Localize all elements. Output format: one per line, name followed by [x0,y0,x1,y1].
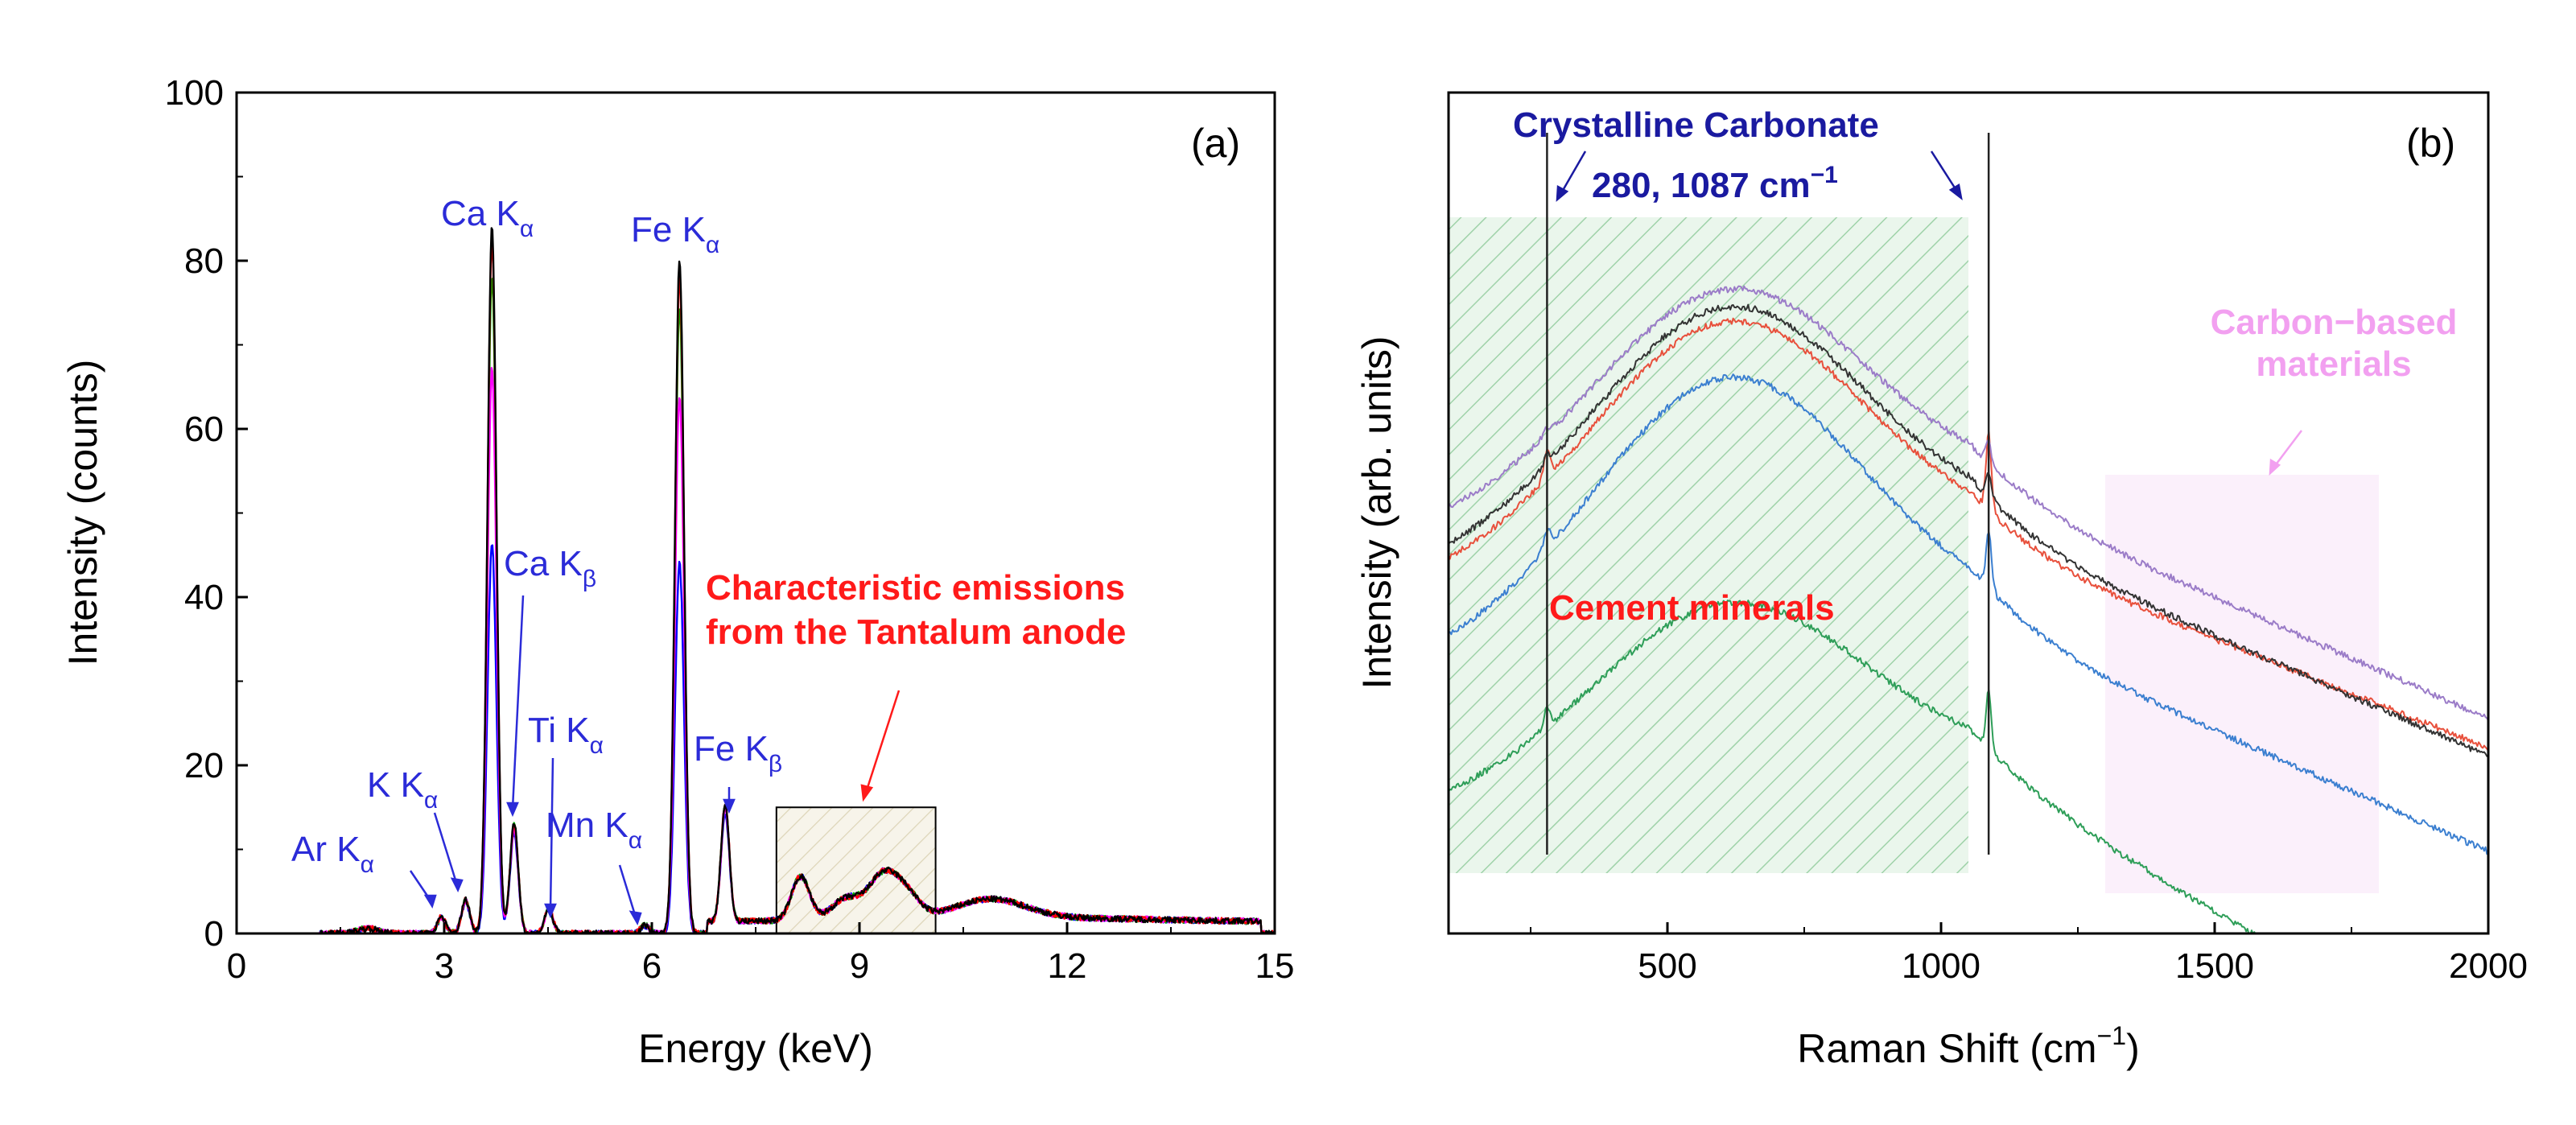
panel-a-x-tick-label: 15 [1255,946,1295,986]
panel-a-y-tick-label: 100 [165,73,224,113]
peak-label-ar-ka: Ar Kα [291,830,374,878]
panel-b-x-tick-label: 1000 [1902,946,1980,986]
panel-b-x-tick-label: 1500 [2175,946,2254,986]
panel-b-series [1449,285,2488,933]
panel-b-x-tick-label: 2000 [2449,946,2528,986]
tantalum-region-box [775,806,937,934]
panel-a-y-tick-label: 0 [204,914,224,954]
cement-minerals-region [1449,217,1968,873]
panel-b-series-spectrum-blue [1449,373,2488,855]
panel-a-y-tick-label: 40 [184,578,224,617]
panel-a-y-tick-label: 80 [184,241,224,281]
carbonate-peaks: 280, 1087 cm−1 [1592,162,1838,205]
peak-annotations: Ar Kα K Kα Ca Kα Ca Kβ Ti Kα Mn Kα Fe Kα… [291,194,782,926]
peak-label-mn-ka: Mn Kα [546,806,642,854]
panel-a-series [319,227,1275,933]
panel-a-x-axis-label: Energy (keV) [638,1026,873,1071]
panel-a-tantalum-box [775,806,937,934]
panel-b: 500 1000 1500 2000 (b) Raman Shift (cm−1) I… [1354,91,2528,1071]
panel-a-series-spectrum-1 [319,227,1275,933]
carbon-region [2105,475,2379,893]
panel-a-y-tick-label: 20 [184,746,224,785]
panel-b-x-tick-label: 500 [1638,946,1696,986]
peak-label-fe-kb: Fe Kβ [694,729,782,777]
panel-a-x-tick-label: 3 [435,946,454,986]
panel-b-series-spectrum-green [1449,600,2257,933]
peak-pointers [409,595,736,926]
panel-b-vlines [1546,133,1990,855]
peak-label-fe-ka: Fe Kα [631,210,719,258]
panel-a-y-tick-label: 60 [184,410,224,449]
panel-a-frame [235,91,1276,935]
panel-b-ticks: 500 1000 1500 2000 [1530,922,2528,986]
panel-a-x-tick-label: 12 [1048,946,1087,986]
panel-a-y-axis-label: Intensity (counts) [60,360,105,666]
panel-a-ticks: 0 3 6 9 12 15 0 20 40 60 80 100 [165,73,1295,986]
panel-b-series-spectrum-purple [1449,285,2488,721]
peak-label-k-ka: K Kα [367,765,438,814]
panel-b-label: (b) [2406,121,2455,166]
panel-a-x-tick-label: 9 [850,946,869,986]
panel-a-label: (a) [1191,121,1240,166]
carbonate-title: Crystalline Carbonate [1513,105,1879,145]
panel-b-frame [1447,91,2490,935]
carbonate-arrows [1556,150,1963,202]
peak-label-ca-ka: Ca Kα [441,194,534,242]
panel-b-y-axis-label: Intensity (arb. units) [1354,336,1399,689]
panel-b-x-axis-label: Raman Shift (cm−1) [1797,1021,2139,1071]
peak-label-ca-kb: Ca Kβ [504,544,596,592]
panel-b-series-spectrum-black [1449,303,2488,757]
peak-label-ti-ka: Ti Kα [528,711,604,759]
tantalum-annotation: Characteristic emissions from the Tantalu… [706,568,1126,652]
cement-minerals-label: Cement minerals [1549,588,1835,628]
carbon-label: Carbon−based materials [2211,303,2458,384]
panel-a: 0 3 6 9 12 15 0 20 40 60 80 100 (a) Energy (keV) In… [60,73,1294,1071]
tantalum-arrow [860,690,901,802]
panel-a-x-tick-label: 0 [227,946,246,986]
panel-a-x-tick-label: 6 [642,946,662,986]
carbon-arrow [2269,430,2302,476]
